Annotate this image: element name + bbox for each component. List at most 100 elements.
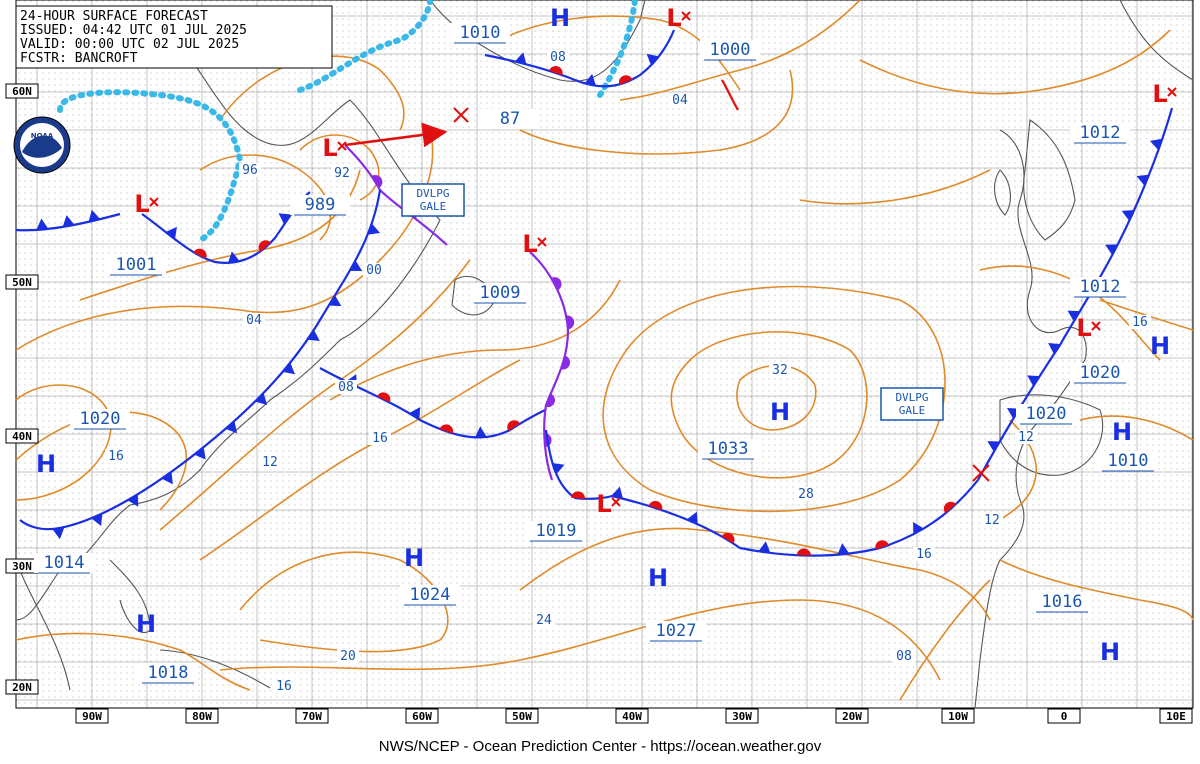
svg-text:L: L: [1076, 314, 1091, 342]
lon-label: 20W: [835, 708, 869, 724]
high-center: H: [648, 564, 668, 592]
pressure-label: 1019: [526, 521, 586, 542]
isobar-label: 12: [1015, 430, 1037, 445]
svg-text:20: 20: [340, 649, 356, 664]
low-center: L: [134, 190, 159, 218]
svg-text:70W: 70W: [302, 710, 322, 723]
header-title: 24-HOUR SURFACE FORECAST: [20, 9, 208, 24]
pressure-label: 1020: [1016, 404, 1076, 425]
isobar-label: 12: [981, 513, 1003, 528]
isobar-ne-a: [859, 29, 1171, 95]
warning-gale-west-line2: GALE: [420, 200, 447, 213]
warning-gale-east: DVLPG GALE: [880, 387, 944, 421]
map-dot-field: [16, 0, 1193, 708]
high-center: H: [770, 398, 790, 426]
svg-text:L: L: [596, 490, 611, 518]
svg-text:1020: 1020: [1026, 404, 1067, 424]
pressure-label: 989: [290, 195, 350, 216]
isobar-1028: [602, 285, 946, 513]
storm-track-arrow: [344, 122, 448, 148]
header-valid: VALID: 00:00 UTC 02 JUL 2025: [20, 37, 239, 52]
svg-text:96: 96: [242, 163, 258, 178]
pressure-label: 1027: [646, 621, 706, 642]
svg-text:87: 87: [500, 109, 520, 129]
noaa-logo-text: NOAA: [31, 132, 54, 140]
svg-text:90W: 90W: [82, 710, 102, 723]
fronts: [15, 29, 1174, 557]
lon-label: 70W: [295, 708, 329, 724]
lon-label: 10W: [941, 708, 975, 724]
pressure-label: 1014: [34, 553, 94, 574]
pressure-label: 1000: [700, 40, 760, 61]
coast-north-america: [15, 19, 441, 621]
svg-text:989: 989: [305, 195, 336, 215]
pressure-label: 1012: [1070, 277, 1130, 298]
isobars: [15, 0, 1194, 701]
footer-credit: NWS/NCEP - Ocean Prediction Center - htt…: [379, 738, 822, 755]
lat-label: 20N: [5, 679, 39, 695]
isobar-label: 08: [893, 649, 915, 664]
isobar-label: 12: [259, 455, 281, 470]
svg-text:40N: 40N: [12, 430, 32, 443]
svg-text:12: 12: [262, 455, 278, 470]
svg-text:L: L: [134, 190, 149, 218]
pressure-labels: 1010 1000 87 989 1001 1009 1033 1020 1020 1014 102…: [34, 23, 1158, 684]
longitude-labels: 90W 80W 70W 60W 50W 40W 30W 20W 10W 0 10E: [75, 708, 1193, 724]
svg-text:12: 12: [1018, 430, 1034, 445]
svg-text:16: 16: [1132, 315, 1148, 330]
isobar-1024-east: [519, 527, 991, 621]
svg-text:0: 0: [1061, 710, 1068, 723]
high-center: H: [404, 544, 424, 572]
isobar-label: 32: [769, 363, 791, 378]
isobar-label: 08: [335, 380, 357, 395]
svg-text:08: 08: [550, 50, 566, 65]
front-subtropical: [544, 429, 979, 557]
svg-text:L: L: [666, 4, 681, 32]
isobar-gulf: [15, 632, 251, 691]
noaa-logo: NOAA: [13, 116, 71, 174]
isobar-label: 16: [105, 449, 127, 464]
ice-edge-west: [57, 89, 244, 243]
high-center: H: [550, 4, 570, 32]
isobar-992: [299, 134, 380, 201]
svg-text:16: 16: [108, 449, 124, 464]
svg-text:40W: 40W: [622, 710, 642, 723]
svg-text:L: L: [1152, 80, 1167, 108]
lon-label: 60W: [405, 708, 439, 724]
svg-text:60W: 60W: [412, 710, 432, 723]
isobar-label: 16: [913, 547, 935, 562]
coast-ireland: [994, 169, 1011, 216]
header-box: 24-HOUR SURFACE FORECAST ISSUED: 04:42 U…: [15, 5, 333, 69]
coast-cuba: [159, 649, 271, 689]
svg-text:10W: 10W: [948, 710, 968, 723]
svg-text:1010: 1010: [1108, 451, 1149, 471]
lon-label: 30W: [725, 708, 759, 724]
svg-text:12: 12: [984, 513, 1000, 528]
high-center: H: [36, 450, 56, 478]
low-center: L: [1076, 314, 1101, 342]
coast-iberia: [999, 394, 1104, 476]
lon-label: 50W: [505, 708, 539, 724]
pressure-label: 1012: [1070, 123, 1130, 144]
isobar-1019-sahara: [999, 559, 1194, 621]
isobar-label: 16: [1129, 315, 1151, 330]
pressure-label: 1024: [400, 585, 460, 606]
coastlines: [15, 0, 1194, 709]
isobar-1016-iberia: [1079, 415, 1194, 441]
svg-text:20W: 20W: [842, 710, 862, 723]
high-centers: H H H H H H H H H: [36, 4, 1170, 666]
future-low-x: [453, 107, 469, 123]
high-center: H: [1112, 418, 1132, 446]
svg-text:L: L: [522, 230, 537, 258]
svg-text:50W: 50W: [512, 710, 532, 723]
svg-text:80W: 80W: [192, 710, 212, 723]
warning-gale-west: DVLPG GALE: [401, 183, 465, 217]
isobar-label: 24: [533, 613, 555, 628]
svg-text:1019: 1019: [536, 521, 577, 541]
isobar-label: 28: [795, 487, 817, 502]
svg-text:10E: 10E: [1166, 710, 1186, 723]
trough-greenland: [721, 79, 739, 111]
svg-text:1001: 1001: [116, 255, 157, 275]
svg-text:00: 00: [366, 263, 382, 278]
isobar-1020-west: [15, 384, 112, 501]
